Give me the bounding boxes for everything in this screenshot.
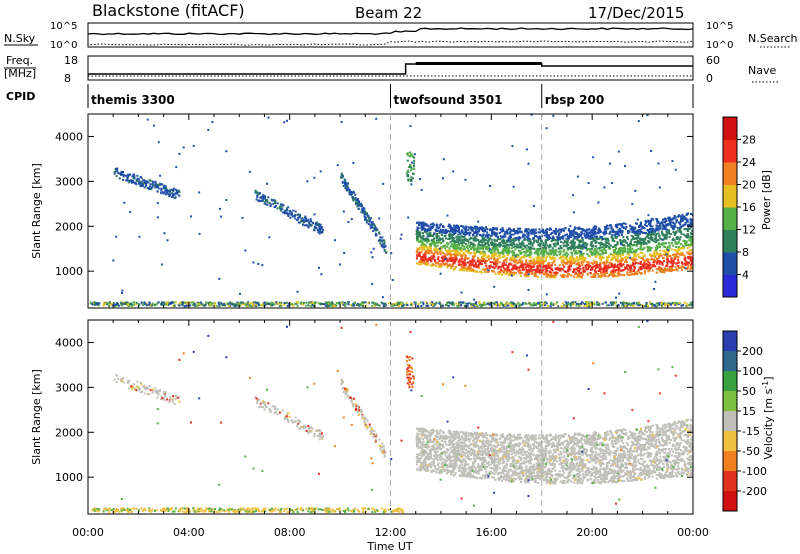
velocity-axes: 1000 2000 3000 4000 xyxy=(55,320,694,514)
velocity-colorbar: 200 100 50 15 -15 -50 -100 -200 xyxy=(722,330,767,512)
colorbar-swatch xyxy=(723,229,737,253)
freq-line xyxy=(88,63,693,75)
time-axis-label: Time UT xyxy=(366,540,412,553)
velocity-colorbar-label: Velocity [m s-1] xyxy=(761,376,776,459)
velocity-data xyxy=(91,320,693,514)
power-ylabel: Slant Range [km] xyxy=(30,163,43,259)
colorbar-swatch xyxy=(723,117,737,140)
freq-thick-segment xyxy=(415,62,542,65)
noise-tick-high-right: 10^5 xyxy=(706,21,733,32)
ytick-label: 3000 xyxy=(55,381,83,394)
freq-tick-high: 18 xyxy=(64,54,78,67)
colorbar-swatch xyxy=(723,207,737,230)
freq-label: Freq. xyxy=(6,54,33,67)
nsearch-label: N.Search xyxy=(748,32,798,45)
cpid-label: CPID xyxy=(6,90,35,103)
ytick-label: 4000 xyxy=(55,336,83,349)
colorbar-swatch xyxy=(723,351,737,372)
colorbar-tick: -100 xyxy=(742,465,767,478)
beam-title: Beam 22 xyxy=(355,4,422,22)
station-title: Blackstone (fitACF) xyxy=(92,1,245,20)
colorbar-swatch xyxy=(723,252,737,275)
xtick-label: 20:00 xyxy=(576,526,608,539)
ytick-label: 2000 xyxy=(55,426,83,439)
ytick-label: 3000 xyxy=(55,175,83,188)
colorbar-swatch xyxy=(723,411,737,432)
colorbar-tick: 200 xyxy=(742,345,763,358)
cpid-name: rbsp 200 xyxy=(545,93,604,107)
time-axis: 00:00 04:00 08:00 12:00 16:00 20:00 00:00 xyxy=(72,526,709,539)
colorbar-tick: 16 xyxy=(742,201,756,214)
colorbar-swatch xyxy=(723,491,737,512)
colorbar-tick: 15 xyxy=(742,405,756,418)
noise-tick-low-right: 10^0 xyxy=(706,40,733,51)
velocity-ylabel: Slant Range [km] xyxy=(30,369,43,465)
xtick-label: 08:00 xyxy=(274,526,306,539)
colorbar-tick: 12 xyxy=(742,224,756,237)
power-data xyxy=(89,114,693,308)
colorbar-tick: 24 xyxy=(742,156,756,169)
ytick-label: 1000 xyxy=(55,265,83,278)
noise-lines xyxy=(87,27,694,46)
power-colorbar-label: Power [dB] xyxy=(760,170,773,230)
colorbar-tick: 28 xyxy=(742,134,756,147)
colorbar-tick: 4 xyxy=(742,269,749,282)
colorbar-swatch xyxy=(723,184,737,208)
colorbar-tick: 100 xyxy=(742,365,763,378)
xtick-label: 00:00 xyxy=(72,526,104,539)
colorbar-tick: -50 xyxy=(742,445,760,458)
noise-panel xyxy=(87,22,694,48)
freq-lines xyxy=(88,62,693,77)
ytick-label: 1000 xyxy=(55,471,83,484)
colorbar-tick: 50 xyxy=(742,385,756,398)
colorbar-swatch xyxy=(723,371,737,392)
colorbar-tick: -200 xyxy=(742,485,767,498)
colorbar-swatch xyxy=(723,431,737,452)
colorbar-swatch xyxy=(723,471,737,492)
xtick-label: 16:00 xyxy=(475,526,507,539)
freq-unit-label: [MHz] xyxy=(4,67,36,80)
nsky-label: N.Sky xyxy=(4,32,36,45)
colorbar-swatch xyxy=(723,391,737,412)
power-colorbar: 4 8 12 16 20 24 28 xyxy=(722,116,756,298)
colorbar-tick: 20 xyxy=(742,179,756,192)
freq-tick-low: 8 xyxy=(64,72,71,85)
freq-panel xyxy=(87,55,694,81)
colorbar-tick: -15 xyxy=(742,425,760,438)
ytick-label: 4000 xyxy=(55,130,83,143)
cpid-strip: themis 3300 twofsound 3501 rbsp 200 xyxy=(87,84,694,108)
noise-tick-high-left: 10^5 xyxy=(50,21,77,32)
colorbar-swatch xyxy=(723,451,737,472)
nsearch-line xyxy=(87,40,694,46)
nave-tick-low: 0 xyxy=(706,72,713,85)
cpid-name: twofsound 3501 xyxy=(394,93,503,107)
xtick-label: 12:00 xyxy=(375,526,407,539)
nave-tick-high: 60 xyxy=(706,54,720,67)
nsky-line xyxy=(87,27,694,36)
xtick-label: 00:00 xyxy=(677,526,709,539)
colorbar-tick: 8 xyxy=(742,246,749,259)
colorbar-swatch xyxy=(723,162,737,185)
colorbar-swatch xyxy=(723,331,737,352)
power-axes: 1000 2000 3000 4000 xyxy=(55,114,694,308)
xtick-label: 04:00 xyxy=(173,526,205,539)
colorbar-swatch xyxy=(723,139,737,163)
noise-tick-low-left: 10^0 xyxy=(50,40,77,51)
ytick-label: 2000 xyxy=(55,220,83,233)
date-title: 17/Dec/2015 xyxy=(588,4,684,22)
colorbar-swatch xyxy=(723,274,737,298)
nave-label: Nave xyxy=(748,64,776,77)
cpid-name: themis 3300 xyxy=(91,93,175,107)
